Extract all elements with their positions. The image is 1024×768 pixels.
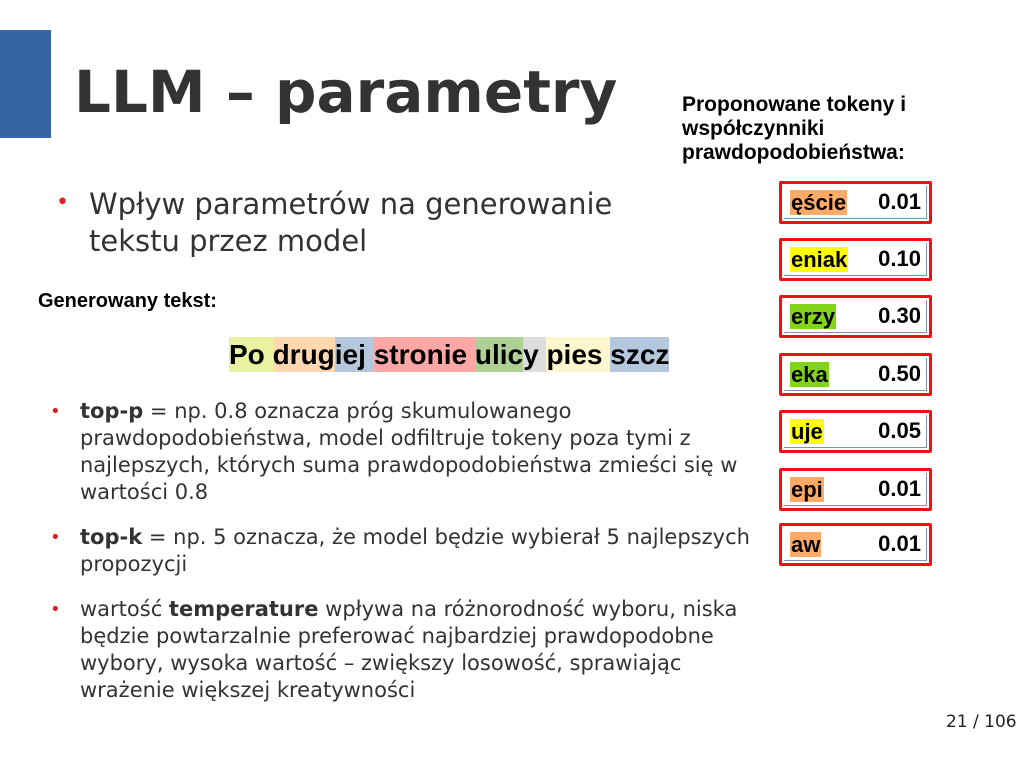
token-probability: 0.01	[878, 531, 921, 556]
token-box: uje 0.05	[779, 410, 932, 453]
bullet-top-p: • top-p = np. 0.8 oznacza próg skumulowan…	[50, 398, 750, 506]
slide-title: LLM – parametry	[74, 58, 618, 126]
token-segment: stronie	[373, 337, 475, 372]
term: top-k	[80, 525, 143, 549]
proposals-heading: Proponowane tokeny i współczynniki prawd…	[682, 93, 907, 164]
term: top-p	[80, 399, 144, 423]
token-segment: szcz	[610, 337, 670, 372]
accent-bar	[0, 30, 51, 138]
token-segment: ulic	[474, 337, 524, 372]
bullet-icon: •	[56, 190, 69, 215]
term: temperature	[168, 597, 319, 621]
page-number: 21 / 106	[946, 712, 1017, 732]
token-box-inner	[784, 243, 927, 276]
token-text: ęście	[790, 190, 848, 215]
token-text: erzy	[790, 304, 837, 329]
token-box-inner	[784, 415, 927, 448]
bullet-icon: •	[50, 401, 61, 422]
bullet-text: = np. 0.8 oznacza próg skumulowanego pra…	[80, 399, 738, 504]
token-box-inner	[784, 528, 927, 561]
generated-label: Generowany tekst:	[38, 290, 217, 312]
token-probability: 0.50	[878, 361, 921, 386]
bullet-icon: •	[50, 527, 61, 548]
token-box-inner	[784, 186, 927, 219]
subtitle-text: Wpływ parametrów na generowanie tekstu p…	[89, 187, 613, 258]
token-box: aw 0.01	[779, 523, 932, 566]
token-text: eniak	[790, 247, 849, 272]
token-box-inner	[784, 358, 927, 391]
bullet-text: wpływa na różnorodność wyboru, niska będ…	[80, 597, 738, 702]
bullet-temperature: • wartość temperature wpływa na różnorodn…	[50, 596, 750, 704]
token-probability: 0.01	[878, 476, 921, 501]
token-segment: drug	[272, 337, 335, 372]
token-box: eniak 0.10	[779, 238, 932, 281]
token-text: aw	[790, 532, 822, 557]
token-probability: 0.10	[878, 246, 921, 271]
token-box-inner	[784, 300, 927, 333]
bullet-icon: •	[50, 599, 61, 620]
token-box: ęście 0.01	[779, 181, 932, 224]
token-segment: pies	[546, 337, 611, 372]
token-box: eka 0.50	[779, 353, 932, 396]
bullet-top-k: • top-k = np. 5 oznacza, że model będzie …	[50, 524, 750, 578]
bullet-text: wartość	[80, 597, 169, 621]
token-text: uje	[790, 419, 824, 444]
token-probability: 0.30	[878, 303, 921, 328]
token-text: eka	[790, 362, 829, 387]
token-probability: 0.01	[878, 189, 921, 214]
generated-text: Po drug iej stronie ulic y pies szcz	[229, 337, 670, 372]
token-text: epi	[790, 477, 824, 502]
token-probability: 0.05	[878, 418, 921, 443]
token-segment: Po	[229, 337, 273, 372]
token-box: epi 0.01	[779, 468, 932, 511]
token-segment: y	[523, 337, 547, 372]
token-box: erzy 0.30	[779, 295, 932, 338]
token-segment: iej	[334, 337, 374, 372]
bullet-text: = np. 5 oznacza, że model będzie wybiera…	[80, 525, 750, 576]
token-box-inner	[784, 473, 927, 506]
subtitle-bullet: • Wpływ parametrów na generowanie tekstu …	[56, 186, 656, 260]
